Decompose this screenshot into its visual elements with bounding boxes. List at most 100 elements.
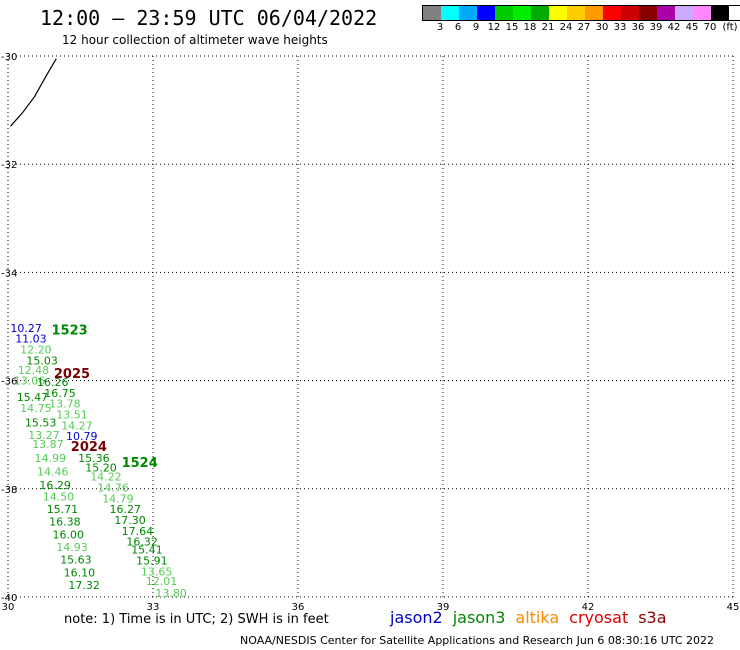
wave-height-value: 15.41 — [131, 544, 163, 557]
legend-swatch — [693, 6, 711, 20]
wave-height-value: 17.64 — [122, 525, 154, 538]
legend-tick: 42 — [667, 22, 681, 33]
legend-swatch — [459, 6, 477, 20]
legend-tick: 27 — [577, 22, 591, 33]
wave-height-value: 12.01 — [146, 575, 178, 588]
wave-height-value: 14.46 — [37, 465, 69, 478]
legend-tick: 3 — [436, 22, 444, 33]
legend-swatch — [657, 6, 675, 20]
satellite-name-jason3: jason3 — [452, 608, 506, 627]
wave-height-value: 16.29 — [39, 479, 71, 492]
wave-height-value: 16.10 — [64, 566, 96, 579]
x-tick-label: 42 — [582, 602, 595, 613]
map-grid — [7, 55, 734, 598]
y-tick-label: -40 — [1, 593, 17, 604]
legend-swatch — [477, 6, 495, 20]
x-tick-label: 33 — [147, 602, 160, 613]
wave-height-value: 10.79 — [66, 430, 98, 443]
wave-height-legend: 3 6 9 12 15 18 21 24 27 30 33 36 39 42 45 70 (ft) — [422, 5, 740, 35]
y-tick-label: -32 — [1, 160, 17, 171]
wave-height-value: 16.32 — [126, 536, 157, 549]
x-tick-label: 39 — [437, 602, 450, 613]
wave-height-value: 12.48 — [18, 364, 50, 377]
wave-height-value: 15.63 — [60, 554, 91, 567]
wave-height-value: 16.38 — [49, 516, 81, 529]
legend-swatch — [531, 6, 549, 20]
wave-height-value: 15.71 — [47, 503, 78, 516]
legend-tick: 24 — [559, 22, 573, 33]
wave-height-value: 14.27 — [61, 419, 92, 432]
x-tick-label: 45 — [727, 602, 740, 613]
wave-height-value: 12.20 — [20, 344, 51, 357]
satellite-name-s3a: s3a — [638, 608, 667, 627]
x-tick-label: 30 — [2, 602, 15, 613]
legend-tick: 45 — [685, 22, 699, 33]
wave-height-value: 14.75 — [20, 402, 51, 415]
wave-height-value: 13.27 — [28, 429, 60, 442]
legend-swatch — [621, 6, 639, 20]
legend-tick-labels: 3 6 9 12 15 18 21 24 27 30 33 36 39 42 45 70 (ft) — [422, 21, 740, 35]
legend-tick: 70 — [703, 22, 717, 33]
legend-tick: 30 — [595, 22, 609, 33]
wave-height-value: 10.27 — [10, 322, 42, 335]
legend-swatch — [711, 6, 729, 20]
wave-height-value: 15.36 — [78, 452, 110, 465]
wave-height-value: 17.30 — [114, 514, 146, 527]
legend-swatch — [495, 6, 513, 20]
legend-tick: 12 — [487, 22, 501, 33]
legend-tick: 18 — [523, 22, 537, 33]
x-tick-label: 36 — [292, 602, 305, 613]
wave-height-value: 14.76 — [97, 482, 128, 495]
wave-height-value: 16.75 — [44, 387, 76, 400]
wave-height-value: 15.91 — [136, 555, 168, 568]
wave-height-value: 13.51 — [56, 409, 88, 422]
satellite-name-cryosat: cryosat — [569, 608, 629, 627]
wave-height-value: 15.20 — [85, 462, 117, 475]
wave-height-value: 13.80 — [155, 587, 187, 600]
legend-swatch — [423, 6, 441, 20]
legend-swatch — [549, 6, 567, 20]
legend-swatch — [513, 6, 531, 20]
legend-swatch — [675, 6, 693, 20]
pass-time-label: 2025 — [54, 367, 90, 382]
wave-observations: 10.2711.0312.2015.0312.4813.0616.2616.75… — [10, 322, 187, 600]
legend-tick: 9 — [472, 22, 480, 33]
legend-tick: (ft) — [722, 22, 738, 33]
legend-swatch — [441, 6, 459, 20]
satellite-name-altika: altika — [515, 608, 560, 627]
wave-height-value: 15.47 — [17, 391, 49, 404]
wave-height-value: 11.03 — [15, 333, 47, 346]
pass-time-label: 1524 — [122, 456, 158, 471]
wave-height-value: 13.06 — [14, 374, 46, 387]
pass-labels: 1523 2025 2024 1524 — [52, 324, 158, 472]
legend-tick: 33 — [613, 22, 627, 33]
wave-height-value: 14.93 — [56, 541, 88, 554]
wave-height-value: 14.99 — [35, 452, 67, 465]
legend-tick: 39 — [649, 22, 663, 33]
legend-tick: 21 — [541, 22, 555, 33]
wave-height-value: 14.79 — [102, 492, 134, 505]
footer-credit: NOAA/NESDIS Center for Satellite Applica… — [240, 634, 715, 647]
wave-height-value: 15.03 — [26, 354, 58, 367]
y-tick-label: -36 — [1, 377, 17, 388]
wave-height-value: 15.53 — [25, 417, 57, 430]
satellite-legend: jason2 jason3 altika cryosat s3a — [390, 608, 677, 627]
y-tick-label: -30 — [1, 52, 17, 63]
wave-height-value: 16.27 — [110, 503, 142, 516]
y-tick-label: -38 — [1, 485, 17, 496]
axis-labels: 30 33 36 39 42 45 -30 -32 -34 -36 -38 -40 — [1, 52, 739, 613]
wave-height-value: 13.87 — [32, 438, 64, 451]
legend-tick: 36 — [631, 22, 645, 33]
map-subtitle: 12 hour collection of altimeter wave hei… — [62, 33, 328, 47]
legend-swatch — [603, 6, 621, 20]
wave-height-value: 14.22 — [90, 471, 122, 484]
legend-swatch — [639, 6, 657, 20]
legend-swatch — [567, 6, 585, 20]
wave-height-value: 17.32 — [68, 579, 100, 592]
footer-note: note: 1) Time is in UTC; 2) SWH is in fe… — [64, 612, 329, 627]
wave-height-value: 16.26 — [37, 376, 69, 389]
satellite-name-jason2: jason2 — [390, 608, 443, 627]
legend-swatch — [585, 6, 603, 20]
coastline — [9, 58, 57, 127]
